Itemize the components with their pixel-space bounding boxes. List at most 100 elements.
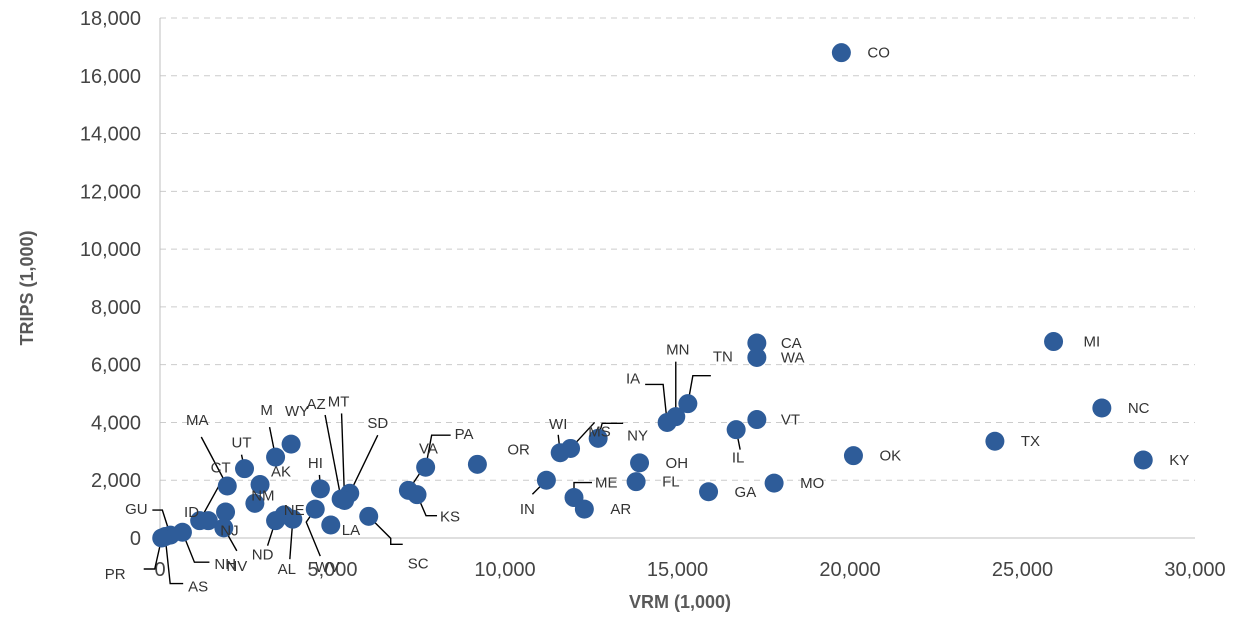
point-label-mn: MN <box>666 342 689 359</box>
leader-line-sc <box>368 515 403 546</box>
point-label-il: IL <box>732 450 745 467</box>
data-point-ia <box>657 412 677 432</box>
point-label-ut: UT <box>232 435 252 452</box>
y-tick-label: 12,000 <box>80 181 141 203</box>
point-label-gu: GU <box>125 501 148 518</box>
point-label-mt: MT <box>328 393 350 410</box>
axes <box>159 18 1195 539</box>
data-point-ks <box>407 485 427 505</box>
point-label-wy: WY <box>285 403 309 420</box>
data-point-mo <box>764 473 784 493</box>
data-point-sc <box>359 506 379 526</box>
point-label-co: CO <box>867 45 890 62</box>
data-point-il <box>726 420 746 440</box>
data-point-in <box>536 470 556 490</box>
point-label-wa: WA <box>781 349 805 366</box>
point-label-ga: GA <box>735 484 757 501</box>
point-label-nm: NM <box>251 487 274 504</box>
y-tick-label: 16,000 <box>80 66 141 88</box>
x-tick-label: 20,000 <box>819 559 880 581</box>
point-label-nj: NJ <box>220 523 238 540</box>
x-tick-label: 5,000 <box>307 559 357 581</box>
point-label-ia: IA <box>626 370 640 387</box>
point-label-mo: MO <box>800 475 824 492</box>
x-axis-title: VRM (1,000) <box>629 592 731 612</box>
point-label-me: ME <box>595 475 618 492</box>
data-point-ut <box>235 459 255 479</box>
point-label-va: VA <box>419 440 438 457</box>
point-label-ne: NE <box>284 502 305 519</box>
data-point-m <box>266 447 286 467</box>
point-label-ar: AR <box>610 501 631 518</box>
point-label-id: ID <box>184 504 199 521</box>
y-tick-label: 8,000 <box>91 297 141 319</box>
point-label-mi: MI <box>1084 334 1101 351</box>
data-point-ne <box>274 505 294 525</box>
leader-line-pr <box>143 537 163 570</box>
point-label-sc: SC <box>408 555 429 572</box>
point-label-pa: PA <box>455 426 474 443</box>
point-label-wi: WI <box>549 416 567 433</box>
y-tick-label: 14,000 <box>80 124 141 146</box>
leader-line-as <box>164 536 184 585</box>
y-tick-label: 2,000 <box>91 470 141 492</box>
point-label-hi: HI <box>308 455 323 472</box>
data-point-pr <box>152 528 172 548</box>
data-point-wv <box>305 499 325 519</box>
point-label-ms: MS <box>588 423 611 440</box>
point-label-tx: TX <box>1021 433 1040 450</box>
y-axis-title: TRIPS (1,000) <box>17 230 37 345</box>
data-point-la <box>321 515 341 535</box>
x-tick-label: 30,000 <box>1164 559 1225 581</box>
data-point-co <box>831 43 851 63</box>
point-label-ks: KS <box>440 509 460 526</box>
data-point-ny <box>588 428 608 448</box>
data-point-ct <box>190 511 210 531</box>
y-tick-label: 18,000 <box>80 8 141 30</box>
point-label-ak: AK <box>271 464 291 481</box>
point-label-in: IN <box>520 501 535 518</box>
data-point-ok <box>843 446 863 466</box>
point-label-m: M <box>260 402 273 419</box>
data-point-pa <box>416 457 436 477</box>
data-point-vt <box>747 410 767 430</box>
point-label-tn: TN <box>713 349 733 366</box>
leader-line-pa <box>424 434 451 468</box>
point-label-nc: NC <box>1128 400 1150 417</box>
data-point-hi <box>310 479 330 499</box>
point-label-ky: KY <box>1169 452 1189 469</box>
data-point-ga <box>699 482 719 502</box>
point-label-ny: NY <box>627 427 648 444</box>
point-label-oh: OH <box>666 455 689 472</box>
point-label-fl: FL <box>662 474 680 491</box>
point-label-wv: WV <box>315 559 339 576</box>
leader-line-az <box>324 414 342 500</box>
point-label-ok: OK <box>879 448 901 465</box>
data-point-mi <box>1044 332 1064 352</box>
data-point-or <box>467 454 487 474</box>
y-tick-label: 6,000 <box>91 355 141 377</box>
point-label-la: LA <box>342 522 360 539</box>
x-tick-label: 15,000 <box>647 559 708 581</box>
y-tick-label: 0 <box>130 528 141 550</box>
data-point-ky <box>1133 450 1153 470</box>
point-label-vt: VT <box>781 412 800 429</box>
data-point-ak <box>250 475 270 495</box>
data-point-id <box>216 502 236 522</box>
y-tick-label: 4,000 <box>91 412 141 434</box>
point-label-as: AS <box>188 579 208 596</box>
leader-line-ia <box>645 383 668 423</box>
leader-lines <box>143 361 741 585</box>
data-point-tx <box>985 431 1005 451</box>
point-label-nd: ND <box>252 547 274 564</box>
point-label-ct: CT <box>211 460 231 477</box>
leader-line-sd <box>349 434 379 494</box>
data-point-az <box>331 489 351 509</box>
point-label-pr: PR <box>105 566 126 583</box>
x-tick-labels: 0 5,000 10,000 15,000 20,000 25,000 30,000 <box>154 559 1225 581</box>
data-point-nv <box>214 518 234 538</box>
data-point-ma <box>217 476 237 496</box>
data-point-tn <box>678 394 698 414</box>
data-point-oh <box>630 453 650 473</box>
